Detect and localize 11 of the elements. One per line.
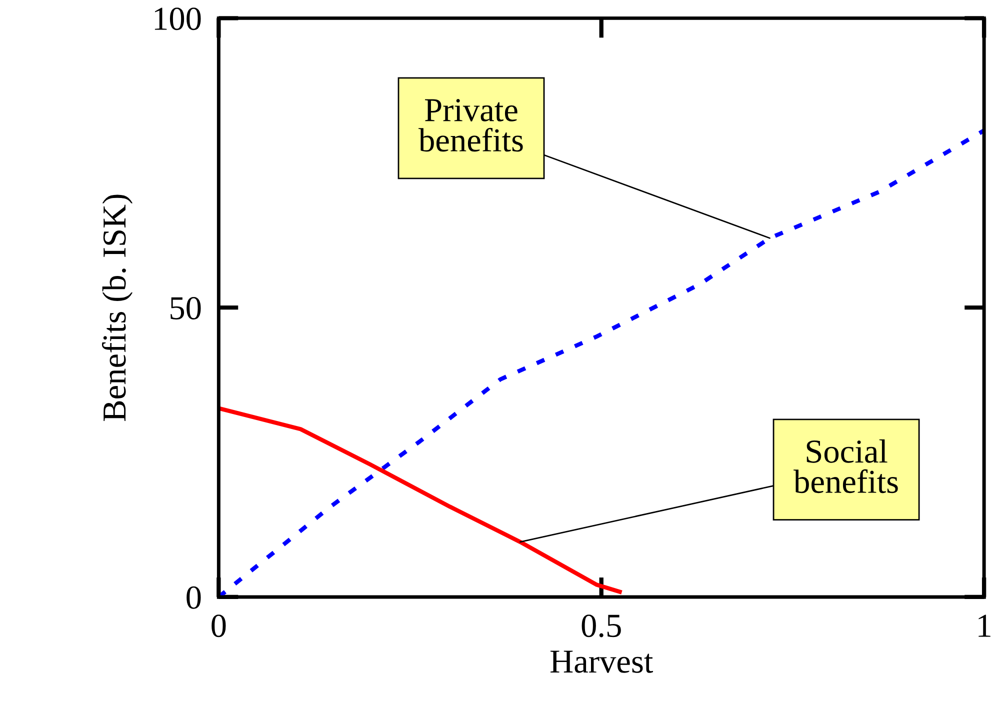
annotation: Social benefits (794, 439, 898, 494)
y-tick-label: 100 (154, 8, 201, 30)
x-axis-title: Harvest (550, 650, 654, 673)
x-tick-label: 1 (978, 614, 990, 637)
annotation: Private benefits (418, 98, 523, 152)
x-tick-label: 0 (212, 614, 226, 638)
x-tick-label: 0.5 (582, 614, 621, 638)
y-tick-label: 0 (186, 586, 201, 609)
y-tick-label: 50 (170, 296, 201, 320)
line-series (218, 406, 622, 594)
y-axis-title: Benefits (b. ISK) (102, 194, 133, 421)
